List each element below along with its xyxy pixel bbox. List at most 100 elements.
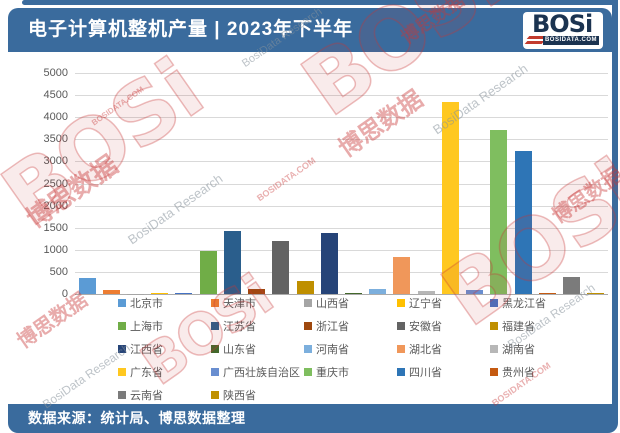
gridline — [75, 139, 608, 141]
legend-swatch-icon — [397, 298, 405, 307]
y-tick-label: 4500 — [43, 89, 68, 102]
bar-15-湖南省 — [417, 290, 435, 294]
legend-swatch-icon — [118, 298, 126, 307]
legend-swatch-icon — [490, 344, 498, 353]
legend-label: 天津市 — [223, 297, 256, 310]
legend-item-陕西省: 陕西省 — [211, 387, 304, 403]
legend-swatch-icon — [211, 367, 219, 376]
header-bar: 电子计算机整机产量 | 2023年下半年 BOSi BOSIDATA.COM — [8, 8, 612, 52]
gridline — [75, 271, 608, 273]
y-tick-label: 2500 — [43, 177, 68, 190]
bar-1-北京市 — [78, 278, 96, 294]
legend-item-湖北省: 湖北省 — [397, 341, 490, 357]
bosi-logo-text: BOSi — [532, 12, 593, 38]
plot-area — [75, 73, 608, 294]
bar-5-黑龙江省 — [175, 292, 193, 294]
y-tick-label: 1500 — [43, 221, 68, 234]
page-title: 电子计算机整机产量 | 2023年下半年 — [28, 19, 354, 40]
y-tick-label: 0 — [61, 288, 68, 300]
gridline — [75, 183, 608, 185]
legend-label: 江苏省 — [223, 320, 256, 333]
legend-item-广西壮族自治区: 广西壮族自治区 — [211, 364, 304, 380]
legend-item-北京市: 北京市 — [118, 295, 211, 311]
gridline — [75, 95, 608, 97]
legend-swatch-icon — [304, 344, 312, 353]
legend-item-贵州省: 贵州省 — [490, 364, 583, 380]
gridline — [75, 73, 608, 74]
bar-7-江苏省 — [223, 230, 241, 294]
frame-right-strip — [612, 2, 618, 406]
data-source-note: 数据来源：统计局、博思数据整理 — [28, 410, 246, 426]
bar-17-广西壮族自治区 — [466, 289, 484, 294]
frame-top-strip — [22, 0, 618, 5]
y-tick-label: 5000 — [43, 67, 68, 79]
legend-swatch-icon — [118, 367, 126, 376]
legend-item-重庆市: 重庆市 — [304, 364, 397, 380]
legend-label: 福建省 — [502, 320, 535, 333]
gridline — [75, 161, 608, 163]
bar-2-天津市 — [102, 290, 120, 294]
legend-item-山西省: 山西省 — [304, 295, 397, 311]
legend-swatch-icon — [397, 367, 405, 376]
legend: 北京市 天津市 山西省 辽宁省 黑龙江省 上海市 江苏省 浙江省 安徽省 福建省 江西省 山东省 河南省… — [118, 291, 583, 406]
legend-label: 河南省 — [316, 343, 349, 356]
bar-13-河南省 — [369, 288, 387, 294]
bar-12-山东省 — [345, 292, 363, 294]
legend-swatch-icon — [397, 321, 405, 330]
legend-swatch-icon — [211, 390, 219, 399]
bar-22-陕西省 — [587, 293, 605, 294]
bar-8-浙江省 — [248, 289, 266, 294]
y-tick-label: 3500 — [43, 133, 68, 146]
legend-label: 广西壮族自治区 — [223, 366, 300, 379]
legend-item-上海市: 上海市 — [118, 318, 211, 334]
y-tick-label: 2000 — [43, 199, 68, 212]
legend-item-浙江省: 浙江省 — [304, 318, 397, 334]
bar-16-广东省 — [441, 101, 459, 294]
legend-swatch-icon — [490, 367, 498, 376]
legend-label: 四川省 — [409, 366, 442, 379]
legend-swatch-icon — [118, 321, 126, 330]
gridline — [75, 249, 608, 251]
y-tick-label: 4000 — [43, 111, 68, 124]
legend-label: 江西省 — [130, 343, 163, 356]
legend-label: 云南省 — [130, 389, 163, 402]
legend-swatch-icon — [304, 367, 312, 376]
bar-6-上海市 — [199, 250, 217, 294]
legend-label: 广东省 — [130, 366, 163, 379]
legend-label: 浙江省 — [316, 320, 349, 333]
x-axis-line — [75, 294, 608, 295]
legend-item-黑龙江省: 黑龙江省 — [490, 295, 583, 311]
legend-swatch-icon — [211, 321, 219, 330]
legend-swatch-icon — [118, 390, 126, 399]
bar-20-贵州省 — [538, 293, 556, 294]
logo-stripe-icon — [524, 41, 545, 44]
legend-swatch-icon — [490, 298, 498, 307]
legend-item-安徽省: 安徽省 — [397, 318, 490, 334]
legend-item-天津市: 天津市 — [211, 295, 304, 311]
bar-10-福建省 — [296, 280, 314, 294]
legend-swatch-icon — [211, 298, 219, 307]
gridline — [75, 117, 608, 119]
legend-label: 山西省 — [316, 297, 349, 310]
legend-item-辽宁省: 辽宁省 — [397, 295, 490, 311]
legend-label: 重庆市 — [316, 366, 349, 379]
legend-label: 湖北省 — [409, 343, 442, 356]
legend-label: 陕西省 — [223, 389, 256, 402]
bar-4-辽宁省 — [151, 293, 169, 294]
bar-11-江西省 — [320, 232, 338, 294]
bar-18-重庆市 — [490, 130, 508, 294]
legend-label: 上海市 — [130, 320, 163, 333]
y-tick-label: 3000 — [43, 155, 68, 168]
gridline — [75, 205, 608, 207]
bar-19-四川省 — [514, 151, 532, 294]
legend-label: 辽宁省 — [409, 297, 442, 310]
legend-item-广东省: 广东省 — [118, 364, 211, 380]
legend-item-湖南省: 湖南省 — [490, 341, 583, 357]
legend-swatch-icon — [211, 344, 219, 353]
legend-label: 黑龙江省 — [502, 297, 546, 310]
bosi-logo: BOSi BOSIDATA.COM — [523, 12, 603, 49]
legend-swatch-icon — [304, 321, 312, 330]
legend-label: 安徽省 — [409, 320, 442, 333]
legend-item-云南省: 云南省 — [118, 387, 211, 403]
